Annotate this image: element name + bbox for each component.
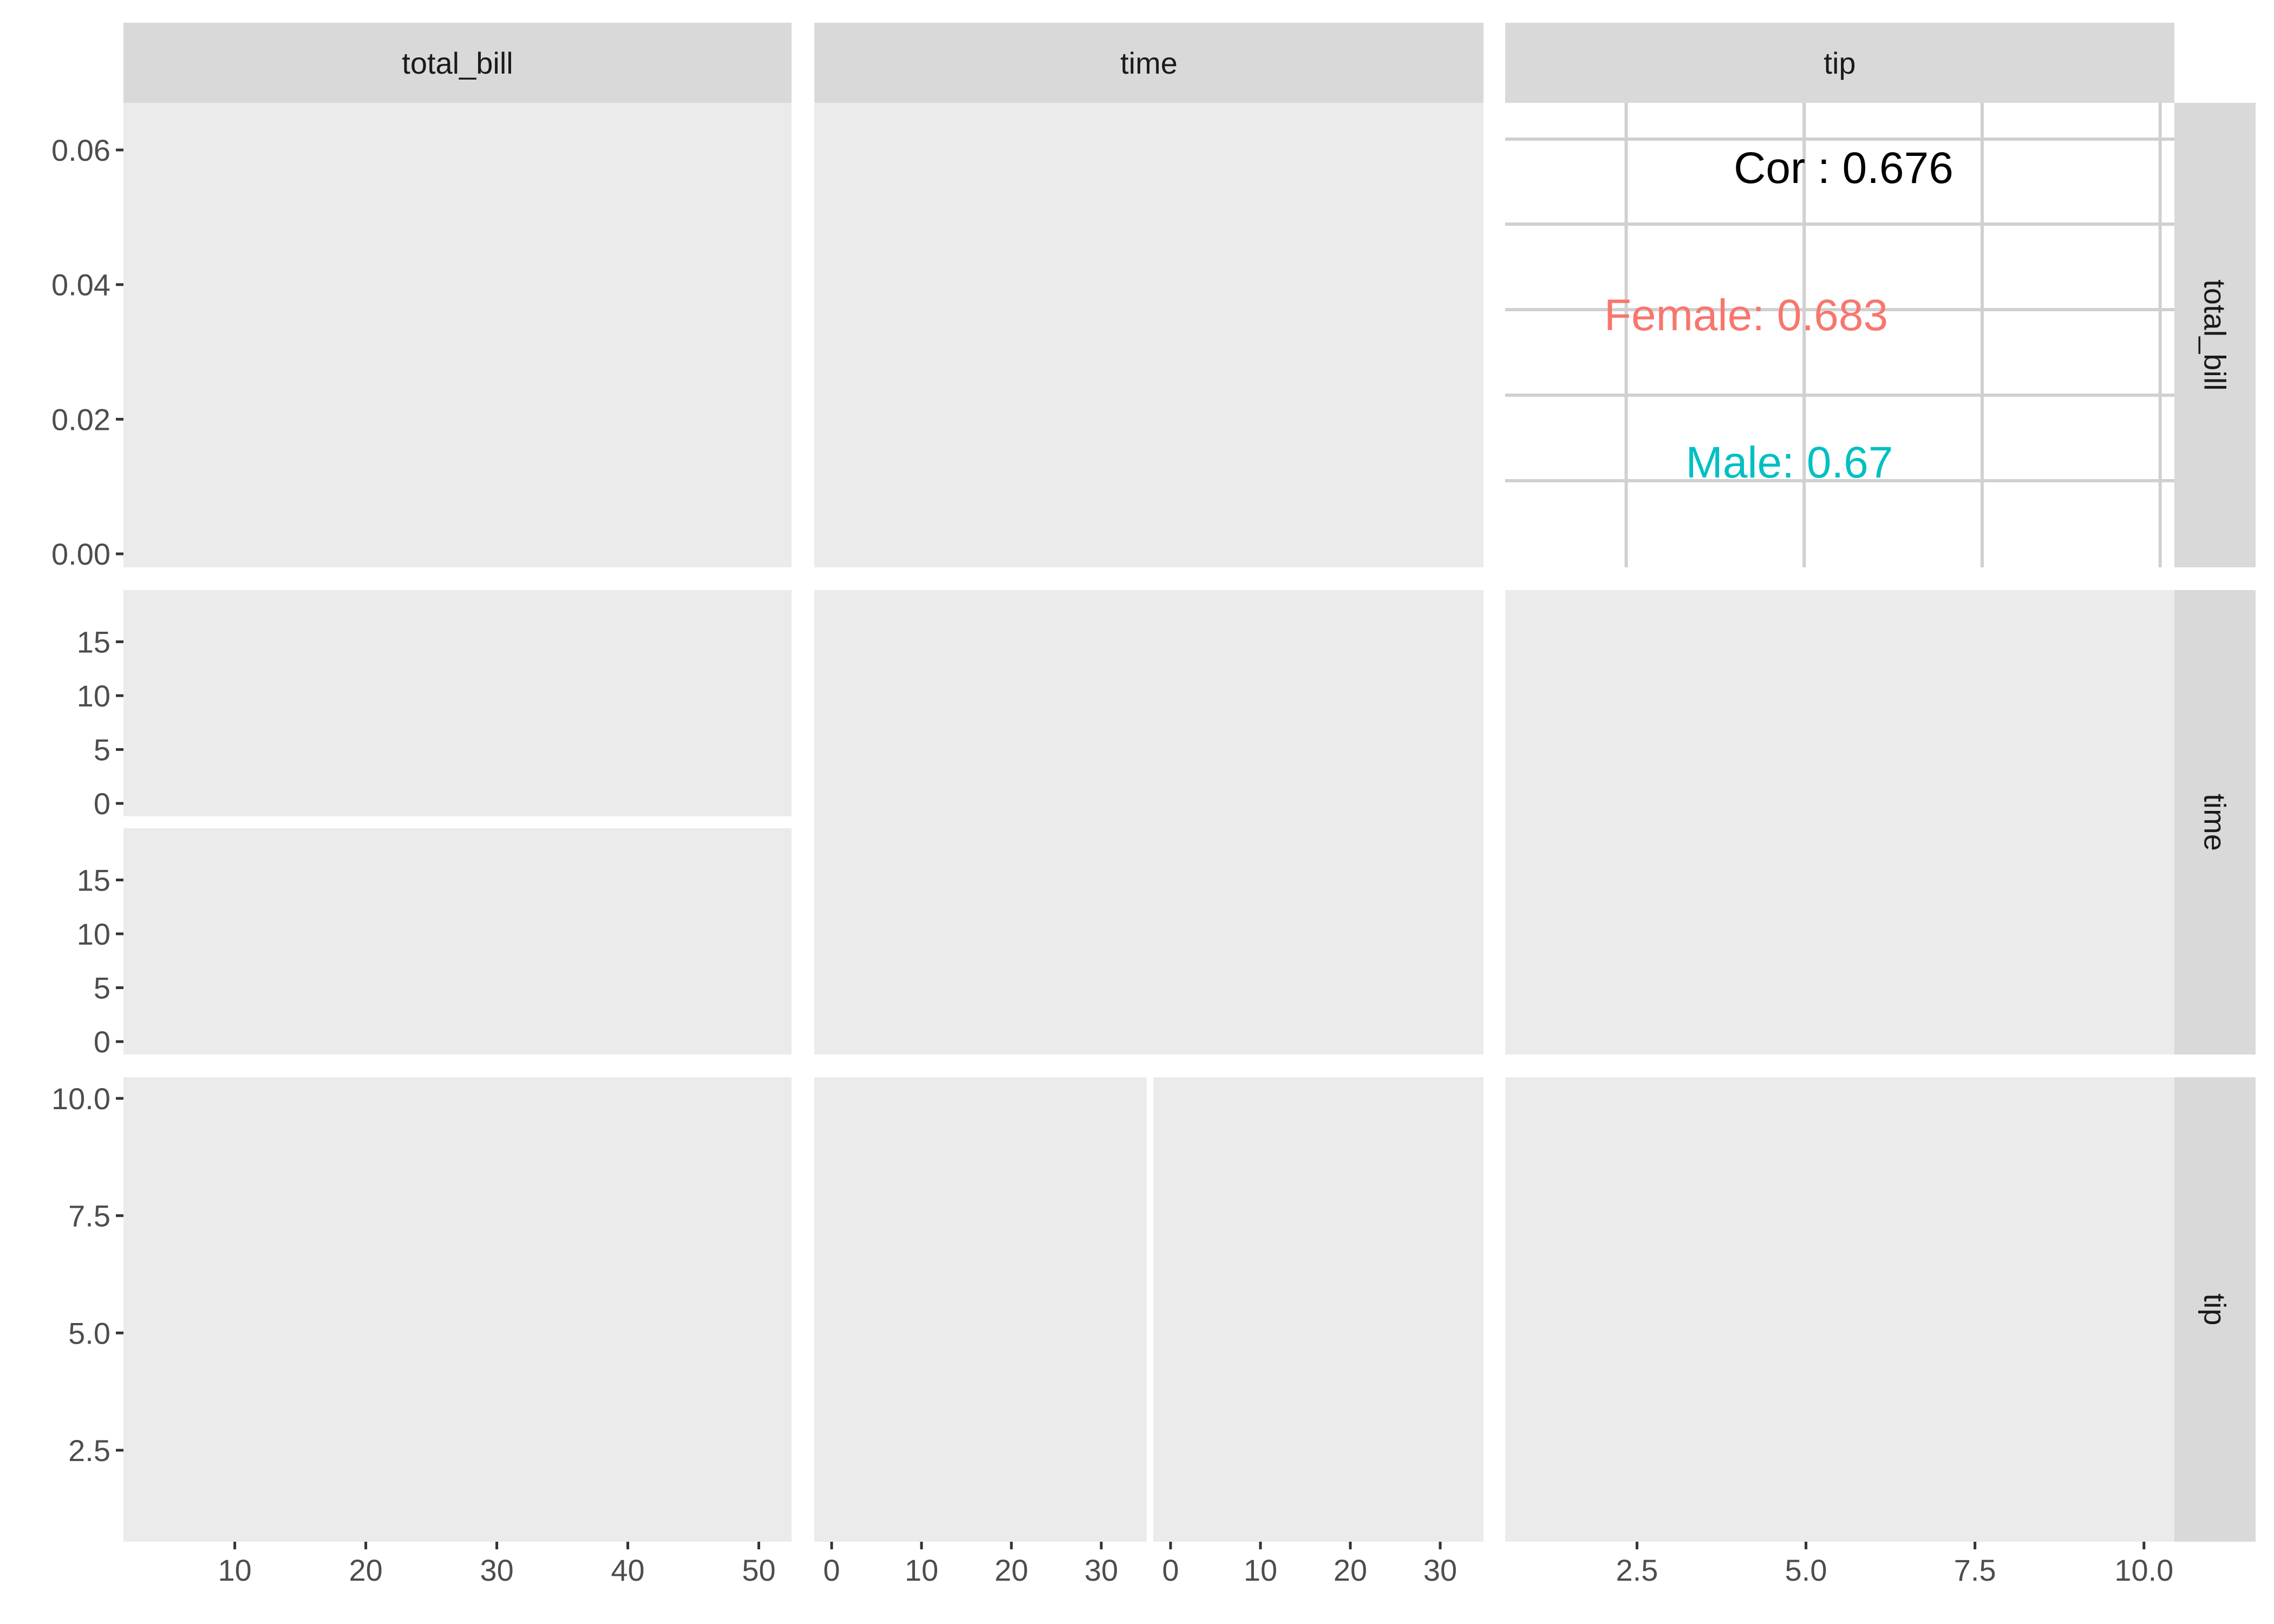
x-tick-label: 5.0 <box>1785 1553 1827 1587</box>
y-tick-label: 2.5 <box>68 1433 110 1468</box>
y-tick-label: 0.00 <box>51 537 110 571</box>
facet-strip-label-top: tip <box>1824 46 1855 80</box>
y-tick-label: 10 <box>77 917 110 951</box>
y-tick-label: 0 <box>94 787 110 821</box>
y-tick-label: 0.02 <box>51 402 110 436</box>
y-tick-label: 0 <box>94 1025 110 1059</box>
correlation-overall: Cor : 0.676 <box>1734 143 1953 193</box>
y-tick-label: 10.0 <box>51 1082 110 1116</box>
x-tick-label: 30 <box>1423 1553 1457 1587</box>
panel-background-dinner <box>123 590 792 816</box>
y-tick-label: 5.0 <box>68 1316 110 1350</box>
facet-strip-top <box>814 23 1484 103</box>
facet-strip-label-right: total_bill <box>2198 279 2232 390</box>
facet-strip-right <box>2174 590 2256 1055</box>
x-tick-label: 20 <box>1334 1553 1367 1587</box>
panel-background <box>1505 1077 2174 1542</box>
panel-background-lunch <box>123 828 792 1055</box>
panel-background <box>1505 590 2174 1055</box>
correlation-male: Male: 0.67 <box>1686 438 1893 487</box>
x-tick-label: 10 <box>218 1553 252 1587</box>
facet-strip-right <box>2174 1077 2256 1542</box>
x-tick-label: 10 <box>905 1553 938 1587</box>
y-tick-label: 5 <box>94 733 110 767</box>
x-tick-label: 2.5 <box>1616 1553 1658 1587</box>
facet-strip-label-right: tip <box>2198 1293 2232 1325</box>
y-tick-label: 15 <box>77 863 110 898</box>
x-tick-label: 30 <box>1084 1553 1118 1587</box>
x-tick-label: 0 <box>1162 1553 1179 1587</box>
x-tick-label: 50 <box>742 1553 775 1587</box>
panel-background-lunch <box>1153 1077 1484 1542</box>
x-tick-label: 20 <box>349 1553 382 1587</box>
facet-strip-label-top: time <box>1120 46 1178 80</box>
x-tick-label: 40 <box>611 1553 644 1587</box>
correlation-female: Female: 0.683 <box>1604 291 1888 340</box>
x-tick-label: 0 <box>823 1553 840 1587</box>
axes: 0.00 0.02 0.04 0.06 0 5 10 15 0 5 10 15 2.5 5.0 7.5 10.… <box>51 133 2173 1587</box>
panel-background <box>814 590 1484 1055</box>
x-tick-label: 30 <box>480 1553 513 1587</box>
y-tick-label: 0.06 <box>51 133 110 167</box>
y-tick-label: 5 <box>94 971 110 1005</box>
y-tick-label: 15 <box>77 625 110 659</box>
x-tick-label: 7.5 <box>1954 1553 1996 1587</box>
panel-background-dinner <box>814 1077 1147 1542</box>
x-tick-label: 10 <box>1244 1553 1277 1587</box>
y-tick-label: 0.04 <box>51 268 110 302</box>
y-tick-label: 7.5 <box>68 1199 110 1233</box>
facet-strip-label-top: total_bill <box>402 46 513 80</box>
facet-strip-top <box>123 23 792 103</box>
facet-strip-right <box>2174 103 2256 567</box>
facet-strip-label-right: time <box>2198 794 2232 851</box>
panels: Cor : 0.676 Female: 0.683 Male: 0.67 <box>123 103 2174 1542</box>
panel-background <box>1505 103 2174 567</box>
facet-strip-top <box>1505 23 2174 103</box>
panel-background <box>123 103 792 567</box>
panel-background <box>814 103 1484 567</box>
panel-correlation: Cor : 0.676 Female: 0.683 Male: 0.67 <box>1505 103 2174 567</box>
x-tick-label: 10.0 <box>2114 1553 2173 1587</box>
y-tick-label: 10 <box>77 679 110 713</box>
x-tick-label: 20 <box>995 1553 1028 1587</box>
panel-background <box>123 1077 792 1542</box>
